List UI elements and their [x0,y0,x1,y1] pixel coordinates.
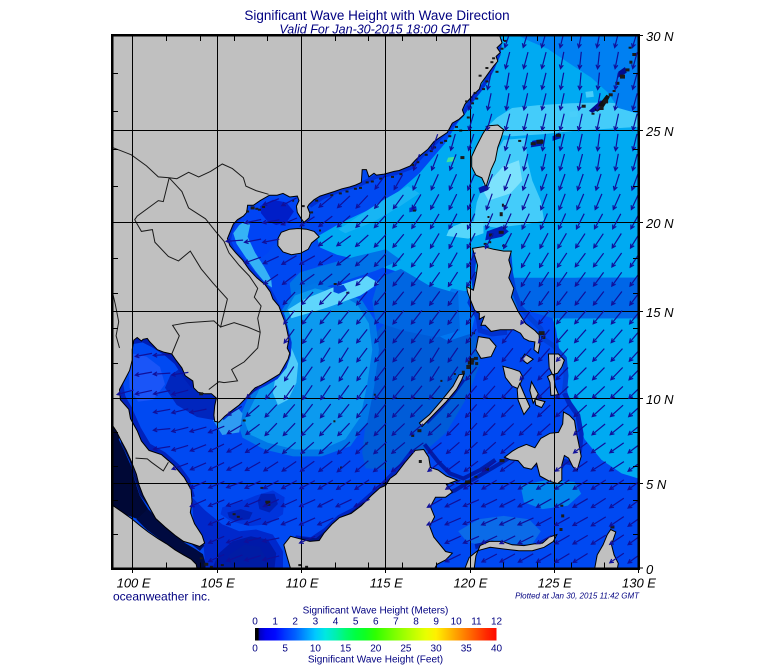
svg-text:6: 6 [373,617,379,628]
svg-text:10: 10 [310,644,322,655]
svg-text:Plotted at Jan 30, 2015 11:42: Plotted at Jan 30, 2015 11:42 GMT [515,592,640,601]
svg-text:8: 8 [413,617,419,628]
svg-text:Valid For Jan-30-2015 18:00 GM: Valid For Jan-30-2015 18:00 GMT [279,23,470,37]
svg-text:125 E: 125 E [538,576,572,591]
svg-text:3: 3 [313,617,319,628]
svg-text:110 E: 110 E [286,576,319,591]
svg-text:9: 9 [433,617,439,628]
svg-text:12: 12 [491,617,503,628]
svg-text:10 N: 10 N [646,392,674,407]
svg-text:25: 25 [400,644,412,655]
svg-text:10: 10 [451,617,463,628]
svg-text:5 N: 5 N [646,477,667,492]
svg-text:4: 4 [333,617,339,628]
svg-text:11: 11 [471,617,482,628]
svg-text:Significant Wave Height (Meter: Significant Wave Height (Meters) [303,606,449,617]
svg-text:Significant Wave Height with W: Significant Wave Height with Wave Direct… [244,8,509,23]
svg-text:30 N: 30 N [646,29,674,44]
svg-text:15 N: 15 N [646,305,674,320]
svg-text:7: 7 [393,617,399,628]
svg-text:115 E: 115 E [370,576,403,591]
svg-text:30: 30 [431,644,443,655]
svg-text:40: 40 [491,644,503,655]
svg-text:5: 5 [282,644,288,655]
svg-text:oceanweather inc.: oceanweather inc. [113,590,210,604]
svg-text:Significant Wave Height (Feet): Significant Wave Height (Feet) [308,655,443,665]
svg-text:130 E: 130 E [622,576,656,591]
svg-text:5: 5 [353,617,359,628]
svg-text:20 N: 20 N [645,216,674,231]
svg-text:20: 20 [370,644,382,655]
svg-text:25 N: 25 N [645,124,674,139]
svg-text:35: 35 [461,644,473,655]
svg-text:2: 2 [292,617,298,628]
svg-text:1: 1 [272,617,278,628]
svg-text:0: 0 [646,562,654,577]
svg-text:100 E: 100 E [117,576,151,591]
svg-text:120 E: 120 E [454,576,488,591]
svg-text:15: 15 [340,644,352,655]
svg-text:0: 0 [252,617,258,628]
svg-text:0: 0 [252,644,258,655]
svg-text:105 E: 105 E [201,576,235,591]
